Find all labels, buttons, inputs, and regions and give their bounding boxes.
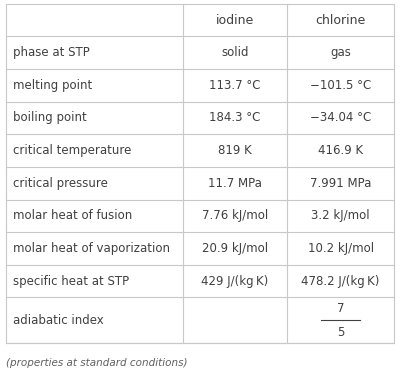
Text: 7: 7 xyxy=(337,302,344,315)
Text: 478.2 J/(kg K): 478.2 J/(kg K) xyxy=(302,274,380,288)
Text: 7.991 MPa: 7.991 MPa xyxy=(310,177,371,190)
Text: −34.04 °C: −34.04 °C xyxy=(310,111,371,125)
Text: −101.5 °C: −101.5 °C xyxy=(310,79,371,92)
Text: critical pressure: critical pressure xyxy=(13,177,108,190)
Text: boiling point: boiling point xyxy=(13,111,87,125)
Text: 429 J/(kg K): 429 J/(kg K) xyxy=(201,274,268,288)
Text: molar heat of fusion: molar heat of fusion xyxy=(13,209,132,222)
Text: molar heat of vaporization: molar heat of vaporization xyxy=(13,242,170,255)
Text: melting point: melting point xyxy=(13,79,92,92)
Text: gas: gas xyxy=(330,46,351,59)
Text: 5: 5 xyxy=(337,326,344,339)
Text: specific heat at STP: specific heat at STP xyxy=(13,274,129,288)
Text: 416.9 K: 416.9 K xyxy=(318,144,363,157)
Text: chlorine: chlorine xyxy=(316,13,366,27)
Text: iodine: iodine xyxy=(216,13,254,27)
Text: 184.3 °C: 184.3 °C xyxy=(209,111,261,125)
Text: 3.2 kJ/mol: 3.2 kJ/mol xyxy=(311,209,370,222)
Text: 20.9 kJ/mol: 20.9 kJ/mol xyxy=(202,242,268,255)
Text: 10.2 kJ/mol: 10.2 kJ/mol xyxy=(308,242,374,255)
Text: (properties at standard conditions): (properties at standard conditions) xyxy=(6,358,188,368)
Text: solid: solid xyxy=(221,46,249,59)
Text: 7.76 kJ/mol: 7.76 kJ/mol xyxy=(202,209,268,222)
Text: critical temperature: critical temperature xyxy=(13,144,132,157)
Text: 819 K: 819 K xyxy=(218,144,252,157)
Text: 11.7 MPa: 11.7 MPa xyxy=(208,177,262,190)
Text: phase at STP: phase at STP xyxy=(13,46,90,59)
Text: adiabatic index: adiabatic index xyxy=(13,314,104,327)
Text: 113.7 °C: 113.7 °C xyxy=(209,79,261,92)
